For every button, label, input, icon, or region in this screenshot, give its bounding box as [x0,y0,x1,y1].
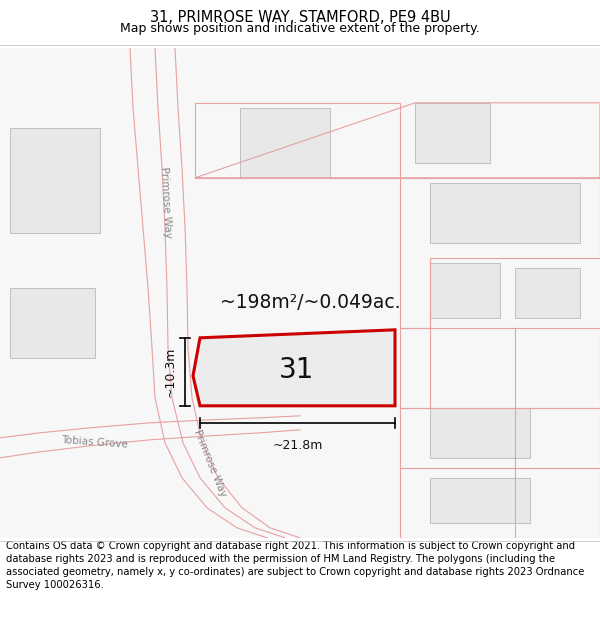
Polygon shape [168,348,300,538]
Text: Tobias Grove: Tobias Grove [61,436,128,450]
Polygon shape [10,128,100,232]
Polygon shape [240,107,330,177]
Polygon shape [193,330,395,406]
Text: Primrose Way: Primrose Way [159,167,173,239]
Text: 31, PRIMROSE WAY, STAMFORD, PE9 4BU: 31, PRIMROSE WAY, STAMFORD, PE9 4BU [149,10,451,25]
Polygon shape [0,416,300,457]
Text: ~21.8m: ~21.8m [272,439,323,452]
Polygon shape [430,262,500,318]
Text: Contains OS data © Crown copyright and database right 2021. This information is : Contains OS data © Crown copyright and d… [6,541,584,590]
Polygon shape [430,408,530,458]
Polygon shape [415,102,490,162]
Text: Map shows position and indicative extent of the property.: Map shows position and indicative extent… [120,22,480,35]
Text: 31: 31 [280,356,314,384]
Text: ~198m²/~0.049ac.: ~198m²/~0.049ac. [220,293,400,312]
Polygon shape [430,182,580,243]
Polygon shape [430,478,530,522]
Polygon shape [245,348,315,393]
Text: Primrose Way: Primrose Way [192,428,228,498]
Polygon shape [10,288,95,357]
Text: ~10.3m: ~10.3m [164,347,177,397]
Polygon shape [155,48,188,348]
Polygon shape [515,268,580,318]
Polygon shape [0,48,600,538]
